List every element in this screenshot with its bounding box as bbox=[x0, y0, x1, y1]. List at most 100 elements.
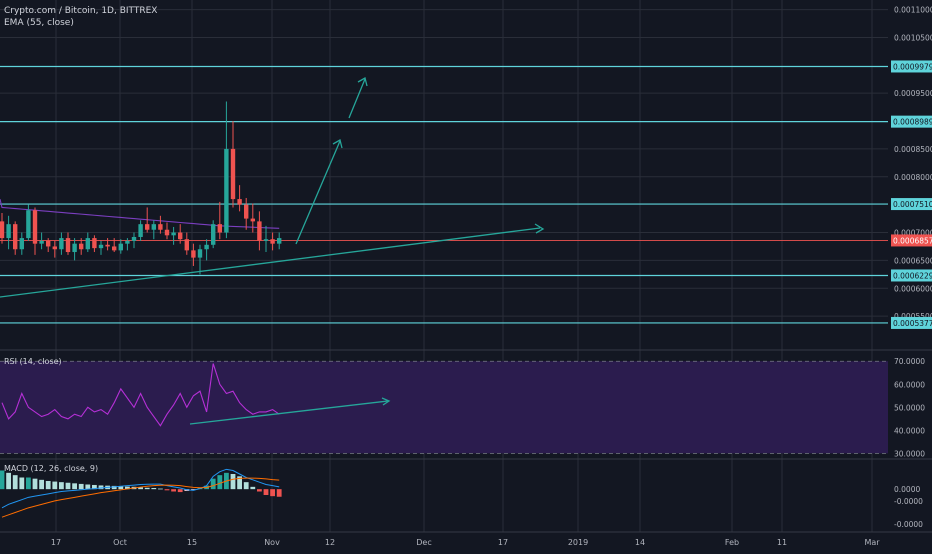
candle-body[interactable] bbox=[250, 218, 255, 222]
macd-histogram-bar bbox=[72, 483, 77, 490]
time-axis[interactable]: 17 Oct 15 Nov 12 Dec 17 2019 14 Feb 11 Mar bbox=[51, 538, 880, 547]
projection-arrow-2[interactable] bbox=[348, 78, 366, 119]
macd-histogram-bar bbox=[0, 470, 5, 490]
rsi-tick-label: 40.0000 bbox=[894, 426, 925, 435]
macd-histogram-bar bbox=[158, 488, 163, 490]
candle-body[interactable] bbox=[92, 238, 97, 249]
candle-body[interactable] bbox=[184, 239, 189, 251]
candle-body[interactable] bbox=[270, 239, 275, 244]
candle-body[interactable] bbox=[0, 221, 5, 239]
macd-histogram-bar bbox=[257, 489, 262, 492]
trend-arrow-head bbox=[534, 223, 545, 234]
time-tick-label: Feb bbox=[725, 538, 739, 547]
candle-body[interactable] bbox=[118, 243, 123, 251]
macd-tick-label: -0.0000 bbox=[894, 497, 923, 506]
price-axis[interactable]: 0.00110000 0.00105000 0.00095000 0.00085000… bbox=[891, 6, 932, 530]
candle-body[interactable] bbox=[204, 244, 209, 250]
candle-body[interactable] bbox=[230, 148, 236, 200]
level-label: 0.00089894 bbox=[893, 118, 932, 127]
macd-histogram-bar bbox=[125, 486, 130, 490]
macd-histogram-bar bbox=[78, 483, 84, 490]
rsi-band bbox=[0, 361, 888, 454]
level-label-box[interactable] bbox=[891, 60, 932, 73]
candle-body[interactable] bbox=[59, 238, 64, 250]
candle-body[interactable] bbox=[138, 224, 143, 237]
time-tick-label: Mar bbox=[864, 538, 880, 547]
level-label: 0.00053778 bbox=[893, 319, 932, 328]
level-label: 0.00099791 bbox=[893, 62, 932, 71]
macd-histogram-bar bbox=[26, 477, 31, 490]
macd-histogram-bar bbox=[32, 478, 38, 490]
candle-body[interactable] bbox=[125, 240, 130, 244]
macd-line bbox=[1, 468, 280, 509]
time-tick-label: 17 bbox=[51, 538, 61, 547]
level-label-box[interactable] bbox=[891, 115, 932, 128]
macd-histogram-bar bbox=[151, 488, 157, 490]
candle-body[interactable] bbox=[112, 246, 117, 251]
projection-arrow-1[interactable] bbox=[295, 140, 341, 245]
candle-body[interactable] bbox=[6, 224, 11, 239]
macd-histogram-bar bbox=[12, 475, 18, 490]
macd-histogram-bar bbox=[6, 472, 11, 490]
macd-tick-label: -0.0000 bbox=[894, 520, 923, 529]
candle-body[interactable] bbox=[151, 224, 156, 230]
price-pane[interactable] bbox=[0, 65, 888, 324]
time-tick-label: 11 bbox=[777, 538, 787, 547]
candle-body[interactable] bbox=[46, 240, 51, 247]
level-label-box[interactable] bbox=[891, 316, 932, 329]
candle-body[interactable] bbox=[52, 246, 57, 250]
macd-tick-label: 0.0000 bbox=[894, 485, 920, 494]
candle-body[interactable] bbox=[191, 250, 196, 258]
macd-histogram-bar bbox=[263, 489, 269, 495]
rsi-tick-label: 30.0000 bbox=[894, 449, 925, 458]
trend-line[interactable] bbox=[0, 227, 541, 298]
candle-body[interactable] bbox=[277, 238, 282, 244]
candle-body[interactable] bbox=[244, 204, 249, 219]
candle-body[interactable] bbox=[145, 224, 150, 230]
macd-histogram-bar bbox=[210, 478, 216, 490]
candle-body[interactable] bbox=[164, 229, 170, 236]
time-tick-label: 12 bbox=[325, 538, 335, 547]
candle-body[interactable] bbox=[211, 224, 216, 245]
candle-body[interactable] bbox=[85, 238, 90, 250]
level-label: 0.00062294 bbox=[893, 271, 932, 280]
level-label-box[interactable] bbox=[891, 198, 932, 211]
candle-body[interactable] bbox=[224, 148, 229, 233]
rsi-legend: RSI (14, close) bbox=[4, 357, 62, 366]
rsi-trend-line[interactable] bbox=[189, 400, 389, 425]
macd-pane[interactable] bbox=[0, 468, 282, 518]
candle-body[interactable] bbox=[171, 232, 176, 236]
last-price-box[interactable] bbox=[891, 234, 932, 247]
candle-body[interactable] bbox=[158, 224, 163, 230]
candle-body[interactable] bbox=[237, 199, 242, 205]
price-tick-label: 0.00055000 bbox=[894, 312, 932, 321]
macd-histogram-bar bbox=[39, 479, 44, 490]
candle-body[interactable] bbox=[26, 210, 31, 239]
macd-histogram-bar bbox=[111, 485, 117, 490]
level-label-box[interactable] bbox=[891, 269, 932, 282]
candle-body[interactable] bbox=[105, 244, 110, 247]
price-tick-label: 0.00070000 bbox=[894, 229, 932, 238]
candle-body[interactable] bbox=[263, 239, 269, 241]
candle-body[interactable] bbox=[19, 238, 24, 250]
candle-body[interactable] bbox=[217, 224, 222, 233]
signal-line bbox=[1, 477, 280, 518]
candle-body[interactable] bbox=[178, 232, 183, 240]
macd-histogram-bar bbox=[98, 485, 104, 490]
candle-body[interactable] bbox=[32, 210, 38, 244]
rsi-tick-label: 50.0000 bbox=[894, 403, 925, 412]
ema-line bbox=[0, 198, 280, 229]
macd-histogram-bar bbox=[171, 489, 176, 492]
candle-body[interactable] bbox=[39, 240, 44, 244]
candle-body[interactable] bbox=[131, 236, 137, 241]
rsi-pane[interactable] bbox=[0, 360, 888, 454]
candle-body[interactable] bbox=[13, 224, 18, 250]
candle-body[interactable] bbox=[98, 244, 104, 249]
macd-histogram-bar bbox=[276, 489, 282, 497]
candle-body[interactable] bbox=[257, 221, 262, 241]
candle-body[interactable] bbox=[79, 243, 84, 250]
candle-body[interactable] bbox=[65, 238, 71, 253]
candle-body[interactable] bbox=[72, 243, 77, 253]
candle-body[interactable] bbox=[197, 249, 203, 258]
